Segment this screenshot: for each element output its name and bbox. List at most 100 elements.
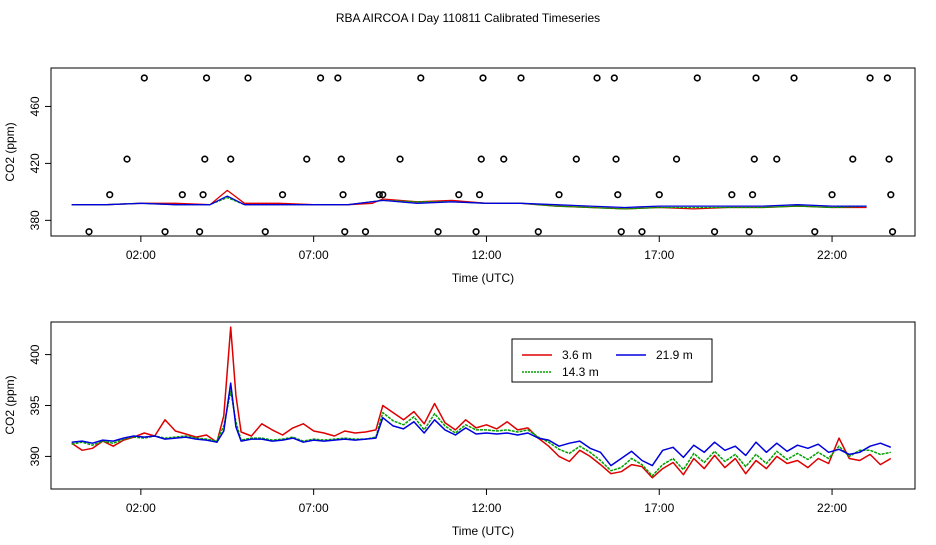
scatter-point [303,155,311,163]
top-plot-frame [50,67,916,237]
scatter-point [672,155,681,163]
scatter-point [612,155,620,163]
scatter-point [693,74,701,82]
bottom-x-tick-label: 12:00 [471,501,501,515]
scatter-point [610,74,618,82]
top-x-axis: 02:00 07:00 12:00 17:00 22:00 [126,236,847,262]
scatter-point [866,74,874,82]
scatter-point [199,191,207,199]
bottom-x-tick-label: 02:00 [126,501,156,515]
scatter-point [572,155,580,163]
scatter-point [201,155,209,163]
scatter-point [534,228,542,236]
scatter-point [178,191,186,199]
scatter-point [337,155,345,163]
top-x-tick-label: 07:00 [299,248,329,262]
scatter-point [750,155,758,163]
top-y-tick-label: 460 [28,96,42,116]
scatter-point [455,191,463,199]
bottom-series-lines [71,326,892,479]
chart-title: RBA AIRCOA I Day 110811 Calibrated Times… [336,11,600,25]
top-y-tick-label: 380 [28,210,42,230]
scatter-point [417,74,425,82]
scatter-point [555,191,563,199]
bottom-series-line-21-9-m [71,382,892,467]
top-panel: 02:00 07:00 12:00 17:00 22:00 380 420 460 Time… [3,67,916,285]
scatter-point [887,191,895,199]
scatter-point [748,191,757,199]
scatter-point [196,228,204,236]
scatter-point [883,74,891,82]
scatter-point [140,74,148,82]
scatter-point [745,228,753,236]
scatter-point [472,228,480,236]
bottom-y-tick-label: 395 [28,395,42,415]
bottom-panel: 02:00 07:00 12:00 17:00 22:00 390 395 400 Time… [3,321,916,538]
scatter-point [790,74,798,82]
scatter-point [517,74,525,82]
scatter-point [655,191,663,199]
scatter-point [123,155,131,163]
bottom-x-tick-label: 07:00 [299,501,329,515]
scatter-point [278,191,287,199]
scatter-point [849,155,857,163]
scatter-point [728,191,736,199]
bottom-x-tick-label: 17:00 [644,501,674,515]
top-y-tick-label: 420 [28,153,42,173]
scatter-point [341,228,349,236]
bottom-series-line-14-3-m [71,390,891,477]
scatter-point [244,74,252,82]
top-x-tick-label: 17:00 [644,248,674,262]
scatter-point [261,228,269,236]
scatter-point [375,191,383,199]
bottom-y-axis-label: CO2 (ppm) [3,375,17,434]
legend-label-3-6m: 3.6 m [562,348,592,362]
scatter-point [477,155,485,163]
bottom-x-tick-label: 22:00 [817,501,847,515]
scatter-point [379,191,387,199]
scatter-point [617,228,625,236]
bottom-series-line-3-6-m [71,326,892,479]
top-x-tick-label: 22:00 [817,248,847,262]
scatter-point [361,228,370,236]
scatter-point [316,74,325,82]
scatter-point [161,228,169,236]
scatter-point [396,155,404,163]
scatter-point [614,191,622,199]
scatter-point [334,74,342,82]
scatter-point [479,74,487,82]
top-x-tick-label: 02:00 [126,248,156,262]
scatter-point [339,191,347,199]
top-x-tick-label: 12:00 [471,248,501,262]
top-scatter-points [85,74,897,236]
scatter-point [811,228,819,236]
scatter-point [85,228,93,236]
legend-label-21-9m: 21.9 m [656,348,693,362]
scatter-point [475,191,484,199]
top-y-axis-label: CO2 (ppm) [3,122,17,181]
legend-box [511,338,713,383]
bottom-x-axis-label: Time (UTC) [452,524,514,538]
bottom-y-tick-label: 390 [28,446,42,466]
bottom-y-axis: 390 395 400 [28,344,51,466]
scatter-point [828,191,836,199]
scatter-point [888,228,897,236]
scatter-point [710,228,719,236]
bottom-x-axis: 02:00 07:00 12:00 17:00 22:00 [126,489,847,515]
legend-label-14-3m: 14.3 m [562,365,599,379]
legend: 3.6 m 21.9 m 14.3 m [511,338,713,383]
scatter-point [773,155,781,163]
scatter-point [202,74,211,82]
top-x-axis-label: Time (UTC) [452,271,514,285]
scatter-point [638,228,646,236]
top-series-line-21-9-m [71,195,867,209]
scatter-point [885,155,893,163]
top-series-lines [71,189,867,210]
scatter-point [500,155,508,163]
top-y-axis: 380 420 460 [28,96,51,230]
scatter-point [434,228,442,236]
scatter-point [106,191,114,199]
bottom-plot-frame [50,321,916,490]
